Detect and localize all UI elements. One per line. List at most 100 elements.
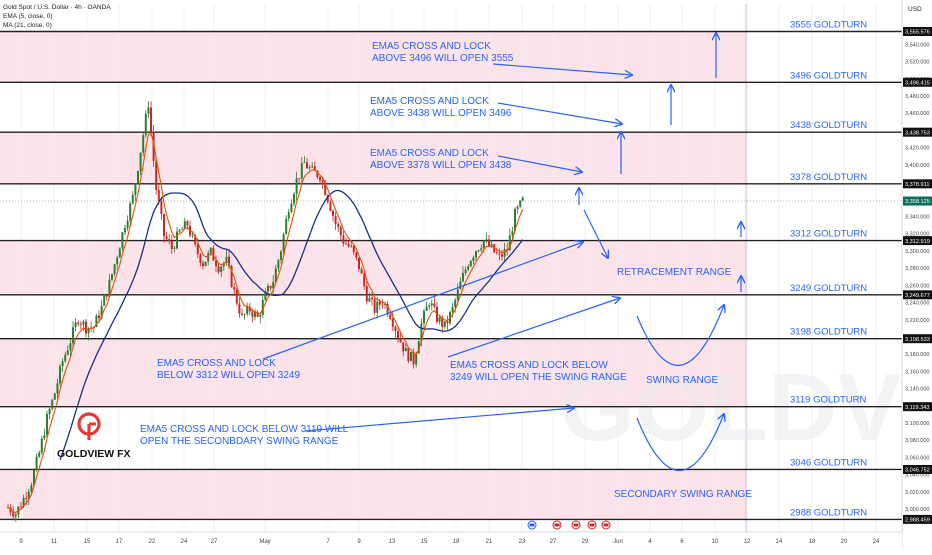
time-tick: 27	[550, 539, 557, 545]
candle-body	[212, 247, 215, 261]
candle-body	[61, 361, 64, 367]
candle-body	[95, 315, 98, 328]
candle-body	[121, 232, 124, 249]
price-tick: 3,060.000	[905, 455, 929, 461]
time-tick: 4	[648, 539, 652, 545]
price-tick: 3,160.000	[905, 369, 929, 375]
candle-body	[137, 171, 139, 184]
shaded-zone	[0, 338, 746, 407]
price-tag: 3,249.677	[905, 293, 930, 299]
candle-body	[415, 353, 418, 365]
price-tag-bg	[903, 464, 932, 474]
candle-body	[228, 256, 230, 267]
candle-body	[350, 245, 353, 247]
price-tick: 3,420.000	[905, 146, 929, 152]
ema-legend[interactable]: EMA (5, close, 0)	[3, 13, 53, 20]
price-tick: 3,400.000	[905, 163, 929, 169]
candle-body	[399, 338, 402, 343]
ma21-line	[59, 189, 524, 461]
candle-body	[381, 304, 384, 306]
candle-body	[267, 285, 269, 292]
candle-body	[363, 273, 366, 286]
candle-body	[113, 264, 116, 274]
candle-body	[456, 289, 459, 301]
candle-body	[384, 304, 386, 305]
candle-body	[498, 253, 501, 255]
price-tag-bg	[903, 514, 932, 524]
time-tick: 22	[149, 539, 156, 545]
candle-body	[87, 327, 90, 334]
time-tick: 21	[486, 539, 493, 545]
candle-body	[103, 295, 106, 306]
candle-body	[217, 266, 220, 273]
candle-body	[420, 323, 423, 342]
price-tag-bg	[903, 26, 932, 36]
event-icon-mark	[573, 523, 579, 527]
candle-body	[516, 206, 519, 209]
annotation-text: ABOVE 3438 WILL OPEN 3496	[370, 108, 512, 119]
candle-body	[155, 160, 158, 190]
candle-body	[82, 321, 85, 325]
price-tick: 3,260.000	[905, 283, 929, 289]
candle-body	[59, 366, 61, 384]
candle-body	[165, 236, 168, 240]
candle-body	[394, 326, 397, 332]
candle-body	[269, 285, 272, 289]
candle-body	[386, 304, 389, 315]
candle-body	[181, 229, 184, 230]
candle-body	[108, 279, 111, 297]
annotation-arrow	[304, 408, 574, 432]
candle-body	[410, 352, 412, 362]
annotation-arrow	[497, 155, 582, 172]
candle-body	[129, 203, 132, 221]
candle-body	[285, 218, 288, 235]
candle-body	[482, 240, 485, 249]
candle-body	[105, 295, 108, 297]
candle-body	[313, 166, 316, 171]
annotation-text: EMA5 CROSS AND LOCK BELOW	[450, 360, 608, 371]
candle-body	[27, 491, 30, 499]
candle-body	[22, 498, 25, 507]
current-price-tag: 3,358.125	[905, 199, 930, 205]
event-icon-mark	[589, 523, 595, 527]
candle-body	[251, 311, 254, 317]
price-tick: 3,340.000	[905, 215, 929, 221]
price-tag: 3,438.753	[905, 130, 930, 136]
candle-body	[446, 321, 449, 324]
candle-body	[488, 239, 490, 247]
price-tag: 3,496.415	[905, 80, 930, 86]
candle-body	[326, 195, 329, 202]
currency-label: USD	[908, 6, 922, 13]
time-tick: 24	[181, 539, 188, 545]
candle-body	[402, 342, 405, 352]
candle-body	[118, 248, 121, 258]
candle-body	[264, 291, 267, 301]
level-label: 3378 GOLDTURN	[790, 172, 867, 183]
candle-body	[428, 305, 431, 307]
price-tag-bg	[903, 290, 932, 300]
candle-body	[14, 514, 17, 517]
candle-body	[183, 221, 186, 230]
candle-body	[85, 321, 87, 334]
candle-body	[495, 252, 498, 254]
candle-body	[280, 251, 282, 260]
watermark: GOLDVIEW F	[560, 354, 932, 461]
candle-body	[337, 223, 340, 228]
candle-body	[238, 303, 241, 314]
candle-body	[308, 167, 311, 169]
candle-body	[311, 166, 314, 168]
candle-body	[9, 507, 12, 513]
price-tick: 3,000.000	[905, 507, 929, 513]
event-icon-mark	[554, 523, 560, 527]
candle-body	[329, 201, 332, 211]
candle-body	[521, 197, 524, 201]
candle-body	[186, 221, 189, 226]
level-label: 3555 GOLDTURN	[790, 19, 867, 30]
candle-body	[462, 272, 464, 282]
candle-body	[202, 263, 204, 266]
price-tick: 3,020.000	[905, 490, 929, 496]
ma-legend[interactable]: MA (21, close, 0)	[3, 22, 52, 29]
annotation-text: ABOVE 3496 WILL OPEN 3555	[372, 53, 514, 64]
price-tag: 3,312.919	[905, 239, 930, 245]
